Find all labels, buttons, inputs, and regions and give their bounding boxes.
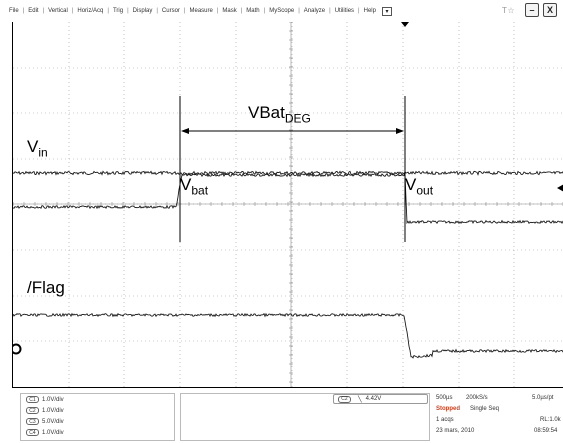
menu-bar: File | Edit | Vertical | Horiz/Acq | Trig | D… [0,0,563,22]
flag-trace [13,312,563,359]
channel-4-row[interactable]: C4 1.0V/div [21,427,174,438]
channel-chip: C4 [26,429,39,436]
menu-separator: | [42,8,45,14]
acq-date: 23 mars, 2010 [436,428,475,434]
trigger-position-marker [401,22,409,27]
vbat-vout-trace [13,172,563,225]
menu-mask[interactable]: Mask [222,8,237,14]
menu-separator: | [358,8,360,14]
channel-scale: 1.0V/div [42,429,64,436]
chevron-down-icon: ▾ [385,8,389,15]
minimize-button[interactable]: – [525,3,539,17]
vin-label: Vin [27,137,48,160]
trigger-level-marker [557,184,563,192]
menu-separator: | [298,8,300,14]
graticule-grid [13,22,563,387]
resolution: 5.0µs/pt [532,395,554,401]
menu-trig[interactable]: Trig [112,8,124,14]
menu-display[interactable]: Display [132,8,153,14]
record-length: RL:1.0k [540,417,561,423]
acq-mode: Single Seq [470,406,500,412]
trigger-channel-chip: C2 [338,395,351,403]
menu-separator: | [71,8,74,14]
channel-2-row[interactable]: C2 1.0V/div [21,405,174,416]
info-box [180,393,430,441]
menu-edit[interactable]: Edit [28,8,39,14]
acq-time: 08:59:54 [534,428,558,434]
menu-utilities[interactable]: Utilities [334,8,355,14]
trigger-level: 4.42V [365,396,382,402]
channel-chip: C1 [26,396,39,403]
vout-label: Vout [405,175,434,198]
trigger-readout[interactable]: C2 ╲ 4.42V [333,394,428,404]
menu-measure[interactable]: Measure [189,8,213,14]
status-panel: C1 1.0V/div C2 1.0V/div C3 5.0V/div C4 1.0V/… [0,388,563,443]
deg-arrow-right-head [396,128,404,134]
menu-myscope[interactable]: MyScope [269,8,295,14]
channel-scales-box: C1 1.0V/div C2 1.0V/div C3 5.0V/div C4 1.0V/… [20,393,175,441]
sample-rate: 200kS/s [466,395,488,401]
trigger-slope-icon: ╲ [358,396,362,403]
menu-separator: | [216,8,219,14]
waveform-display[interactable]: Vin Vbat Vout /Flag VBatDEG [12,22,563,388]
channel-scale: 1.0V/div [42,396,64,403]
vbat-deg-label: VBatDEG [248,103,311,126]
menu-math[interactable]: Math [246,8,260,14]
channel-scale: 5.0V/div [42,418,64,425]
window-controls: T☆ – X [502,3,557,17]
annotations [13,22,563,355]
menu-separator: | [107,8,109,14]
waveform-traces [13,170,563,359]
channel-scale: 1.0V/div [42,407,64,414]
channel-1-row[interactable]: C1 1.0V/div [21,394,174,405]
channel-chip: C3 [26,418,39,425]
acq-state: Stopped [436,406,460,412]
waveform-graticule [13,22,563,387]
acquisition-readout[interactable]: 500µs 200kS/s 5.0µs/pt Stopped Single Seq 1… [436,393,563,441]
deg-arrow-left-head [181,128,189,134]
menu-help[interactable]: Help [363,8,376,14]
menu-dropdown-button[interactable]: ▾ [381,6,392,16]
menu-separator: | [156,8,158,14]
channel-3-row[interactable]: C3 5.0V/div [21,416,174,427]
timebase: 500µs [436,395,453,401]
menu-separator: | [240,8,243,14]
channel-chip: C2 [26,407,39,414]
menu-horiz-acq[interactable]: Horiz/Acq [77,8,104,14]
menu-separator: | [183,8,186,14]
menu-separator: | [263,8,266,14]
tek-logo: T☆ [501,5,515,15]
acq-count: 1 acqs [436,417,454,423]
flag-label: /Flag [27,278,65,297]
menu-file[interactable]: File [9,8,19,14]
menu-separator: | [22,8,25,14]
menu-vertical[interactable]: Vertical [48,8,68,14]
close-button[interactable]: X [543,3,557,17]
menu-cursor[interactable]: Cursor [161,8,180,14]
menu-separator: | [329,8,331,14]
menu-separator: | [127,8,129,14]
vbat-label: Vbat [180,175,209,198]
ground-marker [13,343,22,355]
menu-analyze[interactable]: Analyze [303,8,326,14]
